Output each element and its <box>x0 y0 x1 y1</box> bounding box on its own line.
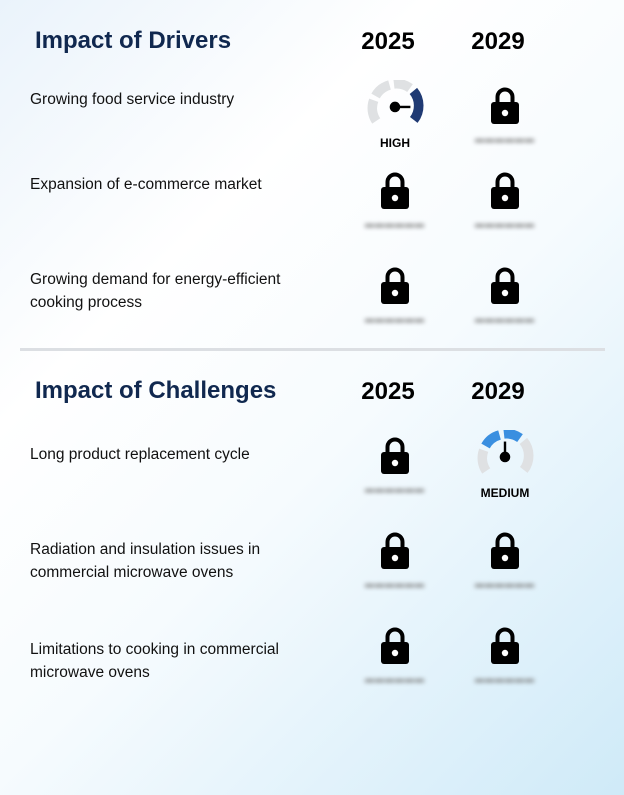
locked-value-placeholder: ▬▬▬▬▬▬ <box>365 579 425 589</box>
drivers-year-2025: 2025 <box>361 28 415 55</box>
challenge-1-2025-cell[interactable]: ▬▬▬▬▬▬ <box>350 437 440 507</box>
challenges-year-2025: 2025 <box>361 378 415 405</box>
challenge-label-1: Long product replacement cycle <box>30 446 250 463</box>
lock-icon <box>381 437 409 474</box>
challenge-3-2025-cell[interactable]: ▬▬▬▬▬▬ <box>350 627 440 697</box>
challenge-3-2029-cell[interactable]: ▬▬▬▬▬▬ <box>460 627 550 697</box>
locked-value-placeholder: ▬▬▬▬▬▬ <box>475 674 535 684</box>
lock-icon <box>381 172 409 209</box>
lock-icon <box>381 267 409 304</box>
gauge-level-arc <box>481 430 502 449</box>
lock-icon <box>381 532 409 569</box>
locked-value-placeholder: ▬▬▬▬▬▬ <box>475 134 535 144</box>
driver-3-2029-cell[interactable]: ▬▬▬▬▬▬ <box>460 267 550 337</box>
driver-label-2: Expansion of e-commerce market <box>30 176 262 193</box>
challenges-title: Impact of Challenges <box>35 377 277 404</box>
gauge-level-arc <box>409 87 424 123</box>
challenge-2-2029-cell[interactable]: ▬▬▬▬▬▬ <box>460 532 550 602</box>
locked-value-placeholder: ▬▬▬▬▬▬ <box>365 219 425 229</box>
gauge-icon <box>477 430 534 474</box>
lock-icon <box>491 627 519 664</box>
challenge-label-3: Limitations to cooking in commercial mic… <box>30 641 279 681</box>
lock-icon <box>381 627 409 664</box>
challenge-label-2: Radiation and insulation issues in comme… <box>30 541 261 581</box>
locked-value-placeholder: ▬▬▬▬▬▬ <box>365 674 425 684</box>
lock-icon <box>491 532 519 569</box>
locked-value-placeholder: ▬▬▬▬▬▬ <box>365 484 425 494</box>
lock-icon <box>491 267 519 304</box>
driver-label-1: Growing food service industry <box>30 91 235 108</box>
locked-value-placeholder: ▬▬▬▬▬▬ <box>475 314 535 324</box>
gauge-level-label: HIGH <box>380 136 410 150</box>
locked-value-placeholder: ▬▬▬▬▬▬ <box>475 219 535 229</box>
lock-icon <box>491 87 519 124</box>
locked-value-placeholder: ▬▬▬▬▬▬ <box>365 314 425 324</box>
challenges-year-2029: 2029 <box>471 378 525 405</box>
gauge-icon <box>367 80 424 124</box>
drivers-title: Impact of Drivers <box>35 27 232 54</box>
driver-2-2029-cell[interactable]: ▬▬▬▬▬▬ <box>460 172 550 242</box>
driver-2-2025-cell[interactable]: ▬▬▬▬▬▬ <box>350 172 440 242</box>
locked-value-placeholder: ▬▬▬▬▬▬ <box>475 579 535 589</box>
driver-1-2029-cell[interactable]: ▬▬▬▬▬▬ <box>460 87 550 157</box>
section-divider <box>20 348 605 351</box>
drivers-year-2029: 2029 <box>471 28 525 55</box>
gauge-level-label: MEDIUM <box>480 486 530 500</box>
lock-icon <box>491 172 519 209</box>
driver-1-2025-cell: HIGH <box>350 80 440 160</box>
challenge-1-2029-cell: MEDIUM <box>460 430 550 510</box>
driver-3-2025-cell[interactable]: ▬▬▬▬▬▬ <box>350 267 440 337</box>
driver-label-3: Growing demand for energy-efficient cook… <box>30 271 281 311</box>
challenge-2-2025-cell[interactable]: ▬▬▬▬▬▬ <box>350 532 440 602</box>
